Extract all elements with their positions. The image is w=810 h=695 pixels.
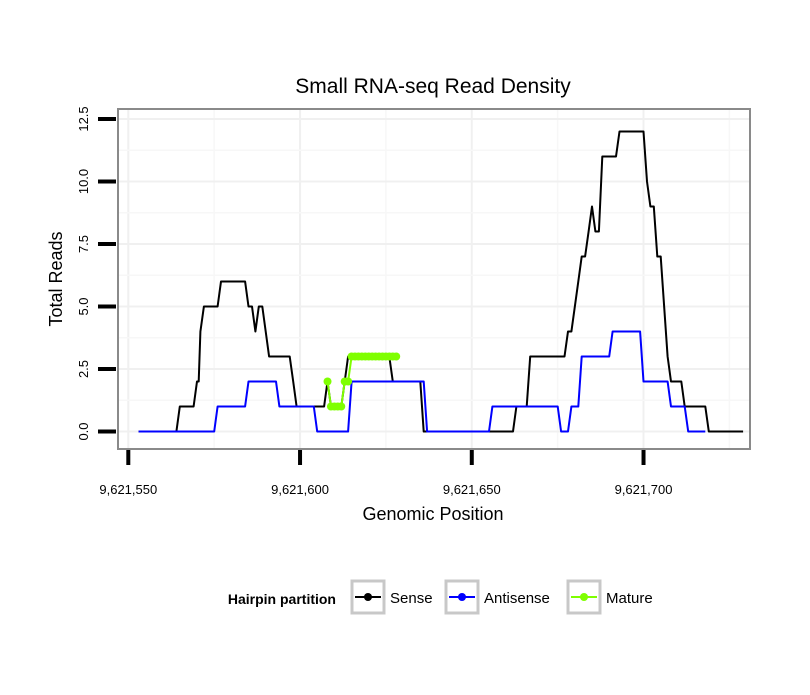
x-tick-label: 9,621,550: [99, 482, 157, 497]
legend-label: Mature: [606, 590, 653, 607]
legend: Hairpin partition Sense Antisense Mature: [228, 579, 653, 615]
x-tick-label: 9,621,650: [443, 482, 501, 497]
plot-panel-border: [117, 108, 751, 450]
legend-title: Hairpin partition: [228, 591, 336, 607]
legend-key-point: [580, 593, 588, 601]
y-tick-label: 2.5: [76, 360, 91, 378]
series-point-mature: [392, 352, 401, 361]
grid: [118, 109, 750, 449]
y-tick-label: 12.5: [76, 106, 91, 131]
y-tick-label: 5.0: [76, 297, 91, 315]
series-point-mature: [337, 402, 346, 411]
legend-item-antisense: Antisense: [444, 579, 550, 615]
y-axis-label: Total Reads: [46, 231, 66, 326]
x-axis: 9,621,550 9,621,600 9,621,650 9,621,700: [99, 450, 672, 497]
legend-key-point: [458, 593, 466, 601]
x-tick-label: 9,621,700: [615, 482, 673, 497]
legend-key-point: [364, 593, 372, 601]
legend-item-mature: Mature: [566, 579, 653, 615]
y-axis: 0.0 2.5 5.0 7.5 10.0 12.5: [76, 106, 116, 441]
chart-title: Small RNA-seq Read Density: [295, 75, 571, 98]
x-tick-label: 9,621,600: [271, 482, 329, 497]
series-line-antisense: [138, 330, 706, 433]
legend-item-sense: Sense: [350, 579, 433, 615]
y-tick-label: 7.5: [76, 235, 91, 253]
series-point-mature: [323, 377, 332, 386]
y-tick-label: 10.0: [76, 169, 91, 194]
y-tick-label: 0.0: [76, 422, 91, 440]
x-axis-label: Genomic Position: [362, 504, 503, 524]
legend-label: Antisense: [484, 590, 550, 607]
series-point-mature: [344, 377, 353, 386]
series-points: [323, 352, 401, 411]
legend-label: Sense: [390, 590, 433, 607]
